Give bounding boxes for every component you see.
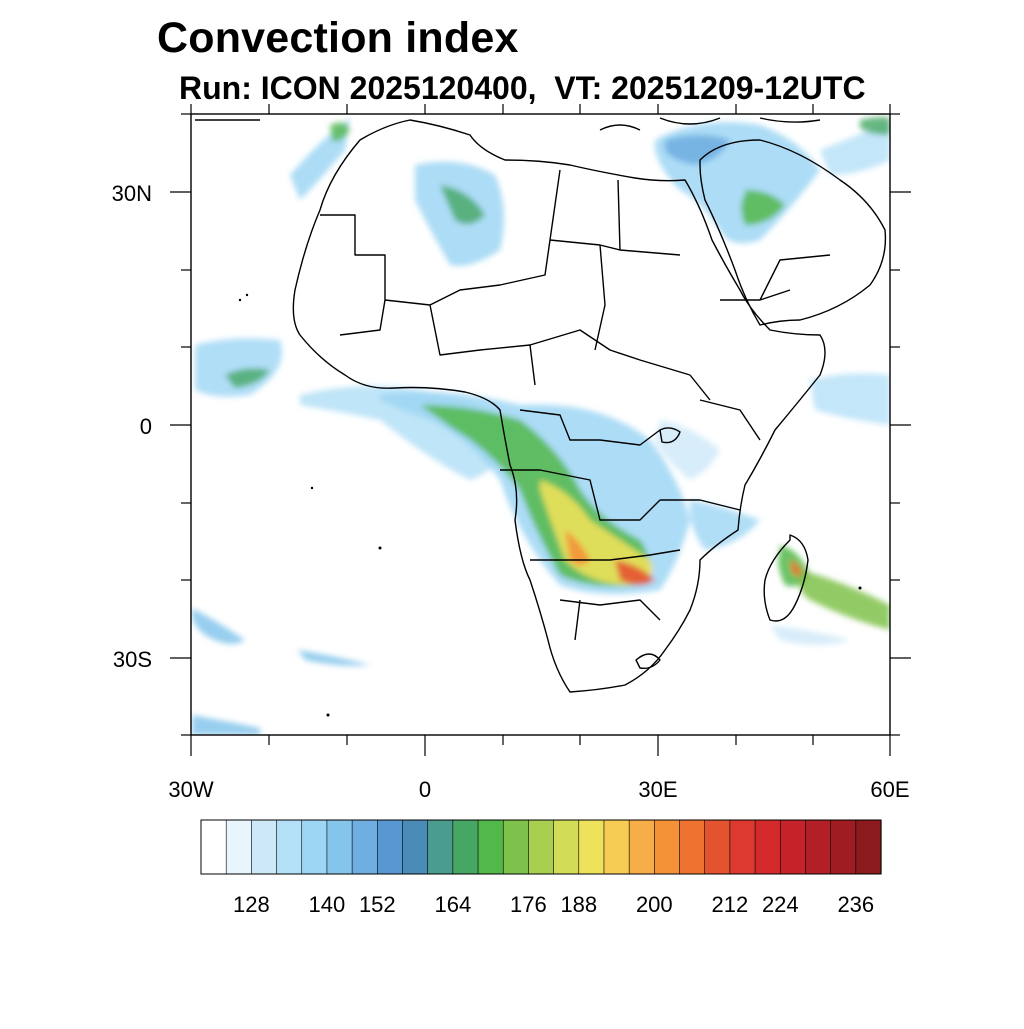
colorbar-swatch-9	[427, 819, 454, 875]
colorbar-swatch-1	[225, 819, 252, 875]
islands	[238, 293, 862, 717]
colorbar-tick-label: 212	[712, 892, 749, 917]
colorbar-swatch-24	[805, 819, 832, 875]
lon-label-60e: 60E	[870, 777, 909, 802]
colorbar-tick-label: 236	[837, 892, 874, 917]
colorbar-tick-label: 152	[359, 892, 396, 917]
colorbar-labels: 128 140 152 164 176 188 200 212 224 236	[233, 892, 874, 917]
colorbar-tick-label: 164	[435, 892, 472, 917]
convection-field	[192, 116, 890, 735]
colorbar-swatch-23	[779, 819, 807, 875]
colorbar-swatch-4	[301, 819, 328, 875]
colorbar-swatch-20	[704, 819, 731, 875]
colorbar-swatch-11	[477, 819, 504, 875]
colorbar-swatch-12	[502, 819, 530, 875]
lon-label-30e: 30E	[638, 777, 677, 802]
lon-label-30w: 30W	[168, 777, 213, 802]
colorbar-swatch-5	[326, 819, 353, 875]
map-plot-area	[192, 116, 890, 735]
colorbar-tick-label: 128	[233, 892, 270, 917]
colorbar-swatch-15	[578, 819, 605, 875]
axis-ticks	[170, 104, 911, 756]
colorbar-swatch-26	[855, 819, 882, 875]
lat-label-30n: 30N	[112, 181, 152, 206]
colorbar-swatch-13	[528, 819, 555, 875]
colorbar-swatch-2	[251, 819, 278, 875]
colorbar-swatch-19	[679, 819, 706, 875]
colorbar-swatch-6	[351, 819, 378, 875]
colorbar-tick-label: 176	[510, 892, 547, 917]
map-subtitle: Run: ICON 2025120400, VT: 20251209-12UTC	[179, 70, 866, 106]
colorbar-swatch-8	[402, 819, 429, 875]
colorbar-outline	[200, 819, 882, 875]
colorbar-swatch-22	[754, 819, 781, 875]
coastlines	[195, 117, 887, 693]
map-title: Convection index	[157, 14, 519, 62]
colorbar-tick-label: 188	[560, 892, 597, 917]
lon-label-0: 0	[419, 777, 431, 802]
lat-label-30s: 30S	[113, 647, 152, 672]
colorbar-swatch-7	[376, 819, 404, 875]
colorbar-swatch-21	[729, 819, 756, 875]
colorbar-swatch-0	[200, 819, 227, 875]
colorbar-tick-label: 140	[309, 892, 346, 917]
colorbar-swatch-16	[603, 819, 630, 875]
colorbar-tick-label: 200	[636, 892, 673, 917]
colorbar-swatch-17	[628, 819, 655, 875]
colorbar-swatch-14	[553, 819, 580, 875]
colorbar-swatch-25	[830, 819, 857, 875]
colorbar	[200, 819, 882, 875]
colorbar-swatch-3	[276, 819, 303, 875]
lat-label-0: 0	[140, 414, 152, 439]
colorbar-swatch-10	[452, 819, 479, 875]
colorbar-swatch-18	[654, 819, 681, 875]
colorbar-tick-label: 224	[762, 892, 799, 917]
